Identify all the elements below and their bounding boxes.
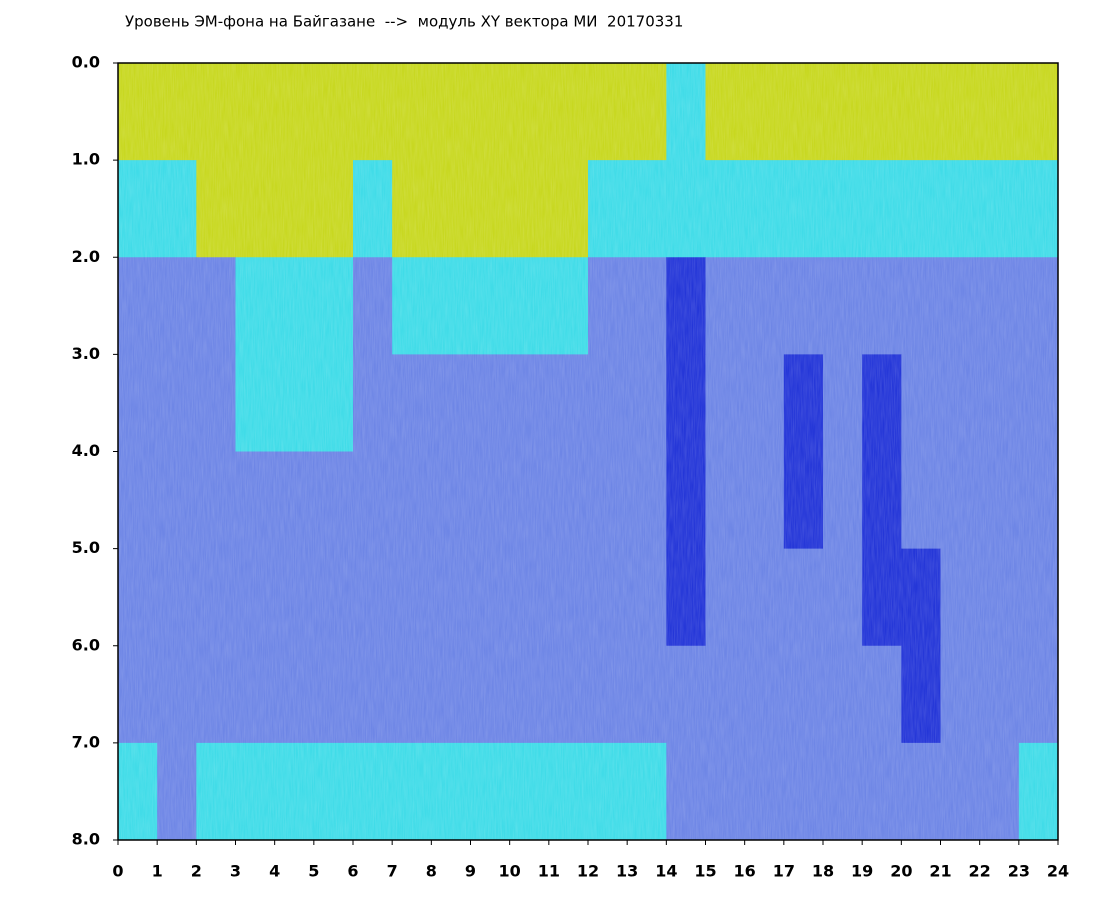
x-tick-label: 9 [465,862,476,881]
x-tick-label: 24 [1047,862,1069,881]
chart-title: Уровень ЭМ-фона на Байгазане --> модуль … [125,13,683,31]
x-tick-label: 1 [152,862,163,881]
y-tick-label: 7.0 [72,732,100,751]
x-tick-label: 6 [347,862,358,881]
x-tick-label: 11 [538,862,560,881]
x-tick-label: 3 [230,862,241,881]
x-tick-label: 10 [499,862,521,881]
y-tick-label: 5.0 [72,538,100,557]
x-tick-label: 23 [1008,862,1030,881]
y-tick-label: 6.0 [72,635,100,654]
x-tick-label: 18 [812,862,834,881]
y-tick-label: 8.0 [72,830,100,849]
x-tick-label: 21 [929,862,951,881]
x-tick-label: 5 [308,862,319,881]
x-tick-label: 19 [851,862,873,881]
y-tick-label: 4.0 [72,441,100,460]
x-tick-label: 4 [269,862,280,881]
x-tick-label: 22 [969,862,991,881]
y-tick-label: 0.0 [72,53,100,72]
x-tick-label: 13 [616,862,638,881]
y-tick-label: 1.0 [72,150,100,169]
x-tick-label: 2 [191,862,202,881]
x-tick-label: 20 [890,862,912,881]
x-tick-label: 17 [773,862,795,881]
x-tick-label: 12 [577,862,599,881]
y-tick-label: 3.0 [72,344,100,363]
texture [118,63,1058,840]
x-tick-label: 7 [387,862,398,881]
y-tick-label: 2.0 [72,247,100,266]
x-tick-label: 8 [426,862,437,881]
x-tick-label: 14 [655,862,677,881]
x-tick-label: 15 [694,862,716,881]
x-tick-label: 16 [734,862,756,881]
x-tick-label: 0 [112,862,123,881]
